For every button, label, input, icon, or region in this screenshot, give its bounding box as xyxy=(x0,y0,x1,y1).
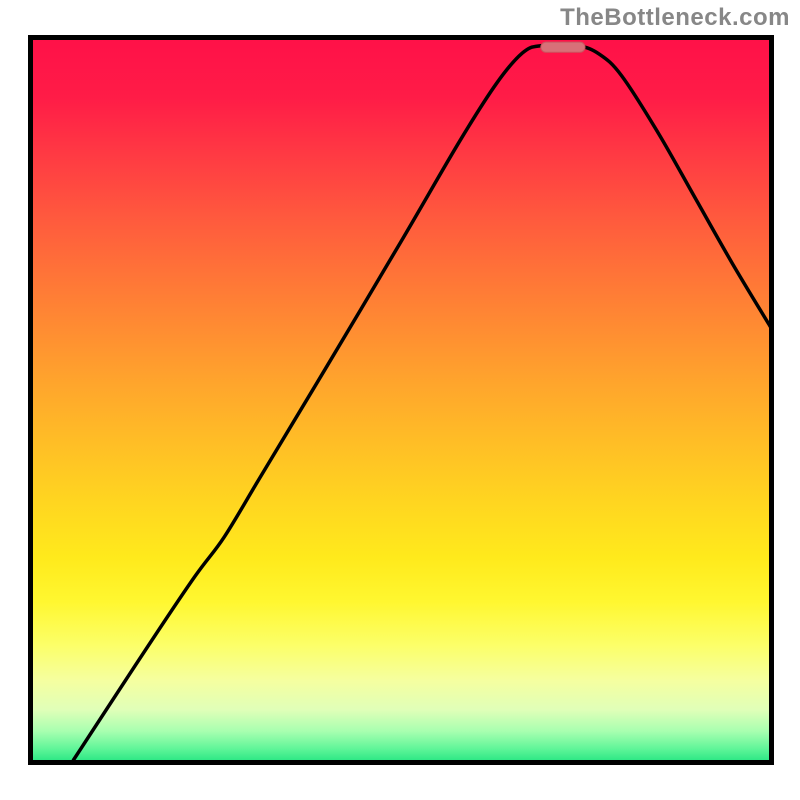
watermark-text: TheBottleneck.com xyxy=(560,4,790,32)
chart-svg xyxy=(28,35,774,765)
chart-container: TheBottleneck.com xyxy=(0,0,800,800)
plot-area xyxy=(28,35,774,765)
highlight-marker xyxy=(541,42,585,52)
